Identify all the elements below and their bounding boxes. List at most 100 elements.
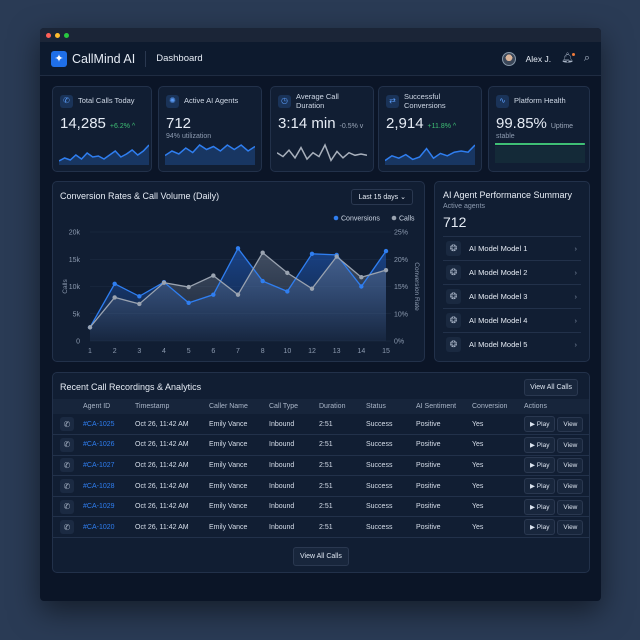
x-tick-label: 12	[308, 348, 316, 355]
cell[interactable]: #CA-1028	[83, 475, 135, 497]
model-list-item[interactable]: ❂ AI Model Model 3 ›	[443, 284, 581, 308]
model-list-item[interactable]: ❂ AI Model Model 5 ›	[443, 332, 581, 356]
kpi-card[interactable]: ∿ Platform Health 99.85% Uptime stable	[488, 86, 590, 172]
model-list-item[interactable]: ❂ AI Model Model 2 ›	[443, 260, 581, 284]
table-row[interactable]: ✆ #CA-1026 Oct 26, 11:42 AM Emily Vance Inbo…	[53, 434, 589, 456]
table-row[interactable]: ✆ #CA-1029 Oct 26, 11:42 AM Emily Vance Inbo…	[53, 496, 589, 518]
column-header[interactable]: Agent ID	[83, 399, 135, 414]
data-point	[260, 250, 265, 255]
kpi-card[interactable]: ✆ Total Calls Today 14,285 +6.2% ^	[52, 86, 152, 172]
kpi-card[interactable]: ⇄ Successful Conversions 2,914 +11.8% ^	[378, 86, 482, 172]
model-name: AI Model Model 2	[469, 268, 528, 277]
play-button[interactable]: ▶ Play	[524, 478, 556, 495]
avatar[interactable]	[501, 51, 516, 66]
kpi-subtext: 94% utilization	[166, 133, 212, 140]
sparkline-line	[165, 144, 255, 157]
view-button[interactable]: View	[557, 479, 584, 495]
kpi-card[interactable]: ◷ Average Call Duration 3:14 min -0.5% v	[270, 86, 374, 172]
phone-call-icon: ✆	[60, 417, 74, 432]
view-button[interactable]: View	[557, 520, 584, 536]
play-button[interactable]: ▶ Play	[524, 457, 556, 474]
date-range-select[interactable]: Last 15 days ⌄	[351, 189, 413, 205]
data-point	[383, 267, 389, 273]
kpi-card[interactable]: ✺ Active AI Agents 712 94% utilization	[158, 86, 262, 172]
bell-icon[interactable]: 🔔︎	[561, 53, 575, 64]
cell[interactable]: #CA-1025	[83, 414, 135, 436]
cell: Positive	[416, 516, 472, 539]
y2-tick-label: 25%	[394, 230, 408, 237]
kpi-delta: +6.2% ^	[109, 123, 136, 130]
kpi-value: 712	[166, 115, 192, 132]
kpi-label: Successful Conversions	[404, 92, 446, 110]
close-window-button[interactable]	[46, 32, 51, 38]
model-list-item[interactable]: ❂ AI Model Model 1 ›	[443, 236, 581, 260]
cell: Oct 26, 11:42 AM	[135, 496, 209, 518]
phone-call-icon: ✆	[60, 499, 74, 514]
brain-icon: ❂	[446, 337, 461, 352]
y2-axis-label: Conversion Rate	[413, 262, 420, 311]
legend-marker	[333, 215, 339, 221]
phone-call-icon: ✆	[60, 437, 74, 452]
cell: Yes	[472, 475, 524, 497]
phone-call-icon: ✆	[60, 458, 74, 473]
kpi-delta: Uptime	[550, 123, 574, 130]
app-header: ✦ CallMind AI Dashboard Alex J. 🔔︎ ⌕	[40, 42, 601, 76]
cell: 2:51	[319, 516, 366, 539]
chart-title: Conversion Rates & Call Volume (Daily)	[60, 191, 220, 201]
view-button[interactable]: View	[557, 417, 584, 433]
column-header[interactable]: Call Type	[269, 399, 319, 414]
model-list-item[interactable]: ❂ AI Model Model 4 ›	[443, 308, 581, 332]
x-tick-label: 8	[261, 348, 265, 355]
cell[interactable]: #CA-1026	[83, 434, 135, 456]
search-icon[interactable]: ⌕	[583, 52, 590, 64]
cell[interactable]: #CA-1020	[83, 516, 135, 539]
column-header[interactable]: Timestamp	[135, 399, 209, 414]
kpi-delta: -0.5% v	[339, 123, 364, 130]
cell: Emily Vance	[209, 516, 269, 539]
table-row[interactable]: ✆ #CA-1027 Oct 26, 11:42 AM Emily Vance Inbo…	[53, 455, 589, 477]
kpi-sparkline	[165, 144, 255, 165]
column-header[interactable]: Caller Name	[209, 399, 269, 414]
col-icon	[53, 399, 83, 414]
y-tick-label: 5k	[73, 311, 81, 318]
column-header[interactable]: Conversion	[472, 399, 524, 414]
recent-calls-panel: Recent Call Recordings & Analytics View …	[52, 372, 590, 573]
cell: Oct 26, 11:42 AM	[135, 455, 209, 477]
cell: Success	[366, 455, 416, 477]
data-point	[285, 270, 290, 276]
column-header[interactable]: Actions	[524, 399, 589, 414]
table-row[interactable]: ✆ #CA-1020 Oct 26, 11:42 AM Emily Vance Inbo…	[53, 516, 589, 539]
data-point	[235, 292, 241, 297]
breadcrumb[interactable]: Dashboard	[156, 53, 203, 64]
footer-view-all-calls-button[interactable]: View All Calls	[293, 547, 349, 566]
x-tick-label: 2	[113, 348, 117, 355]
user-name[interactable]: Alex J.	[525, 53, 552, 64]
cell[interactable]: #CA-1027	[83, 455, 135, 477]
legend-marker	[391, 215, 397, 221]
kpi-label: Platform Health	[514, 96, 566, 106]
view-button[interactable]: View	[557, 458, 584, 474]
table-row[interactable]: ✆ #CA-1025 Oct 26, 11:42 AM Emily Vance Inbo…	[53, 414, 589, 436]
phone-call-icon: ✆	[60, 520, 74, 535]
play-button[interactable]: ▶ Play	[524, 416, 556, 433]
pulse-icon: ∿	[496, 95, 509, 108]
view-button[interactable]: View	[557, 499, 584, 515]
view-all-calls-button[interactable]: View All Calls	[524, 379, 578, 396]
minimize-window-button[interactable]	[55, 32, 60, 38]
play-button[interactable]: ▶ Play	[524, 436, 556, 453]
column-header[interactable]: Duration	[319, 399, 366, 414]
y-tick-label: 10k	[69, 284, 81, 291]
x-tick-label: 14	[357, 348, 365, 355]
play-button[interactable]: ▶ Play	[524, 519, 556, 536]
y2-tick-label: 0%	[394, 339, 404, 346]
x-tick-label: 6	[211, 348, 215, 355]
cell[interactable]: #CA-1029	[83, 496, 135, 518]
cell: Positive	[416, 475, 472, 497]
column-header[interactable]: AI Sentiment	[416, 399, 472, 414]
column-header[interactable]: Status	[366, 399, 416, 414]
chevron-right-icon: ›	[574, 340, 578, 349]
play-button[interactable]: ▶ Play	[524, 498, 556, 515]
maximize-window-button[interactable]	[64, 32, 69, 38]
view-button[interactable]: View	[557, 437, 584, 453]
table-row[interactable]: ✆ #CA-1028 Oct 26, 11:42 AM Emily Vance Inbo…	[53, 475, 589, 497]
